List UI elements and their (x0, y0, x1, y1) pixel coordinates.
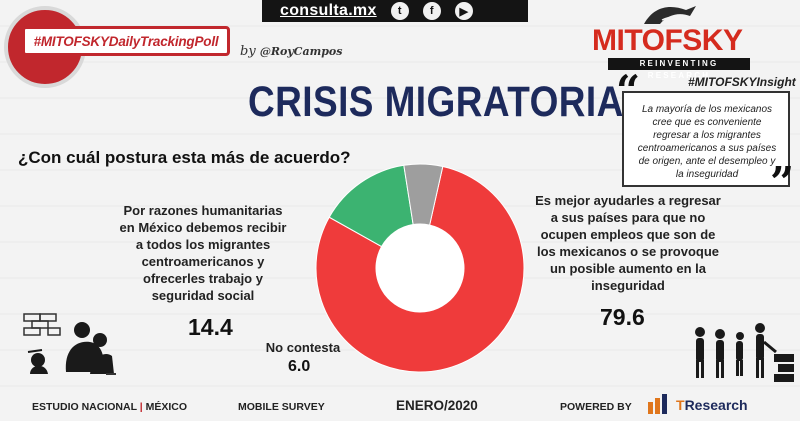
walking-figures-icon (695, 323, 794, 382)
footer-powered-by: POWERED BY (560, 401, 632, 413)
open-quote-icon: “ (616, 66, 641, 115)
value-humanitarian: 14.4 (188, 314, 233, 340)
footer-partner: TResearch (676, 397, 748, 413)
value-no-answer: 6.0 (288, 358, 311, 375)
page-title: CRISIS MIGRATORIA (248, 78, 624, 126)
footer-survey-type: MOBILE SURVEY (238, 401, 325, 413)
footer-study: ESTUDIO NACIONAL | MÉXICO (32, 401, 187, 413)
insight-quote-box: La mayoría de los mexicanos cree que es … (622, 91, 790, 187)
label-humanitarian: Por razones humanitarias en México debem… (119, 203, 287, 303)
hashtag-badge: #MITOFSKYDailyTrackingPoll (22, 26, 230, 56)
footer-country: MÉXICO (145, 401, 188, 413)
author-signature: @RoyCampos (259, 45, 343, 58)
migrants-illustration-icon (23, 313, 116, 375)
footer-partner-name: Research (684, 397, 748, 413)
top-banner: consulta.mx t f ▶ (262, 0, 528, 22)
survey-question: ¿Con cuál postura esta más de acuerdo? (18, 148, 351, 167)
label-help-return: Es mejor ayudarles a regresar a sus país… (535, 193, 721, 293)
twitter-icon[interactable]: t (390, 2, 409, 20)
insight-quote: La mayoría de los mexicanos cree que es … (637, 104, 777, 180)
brand-tagline: REINVENTING RESEARCH (608, 58, 750, 80)
value-help-return: 79.6 (600, 304, 645, 330)
tresearch-logo-icon (648, 394, 667, 414)
facebook-icon[interactable]: f (422, 2, 441, 20)
brand-name: MITOFSKY (592, 24, 743, 57)
donut-hole (376, 224, 464, 312)
byline-prefix: by (240, 44, 256, 59)
donut-chart (315, 163, 525, 373)
site-link[interactable]: consulta.mx (280, 2, 377, 19)
footer-separator: | (139, 401, 143, 413)
byline: by @RoyCampos (240, 44, 342, 59)
footer-partner-prefix: T (676, 397, 685, 413)
footer-study-label: ESTUDIO NACIONAL (32, 401, 137, 413)
footer-date: ENERO/2020 (396, 398, 478, 413)
close-quote-icon: ” (770, 158, 795, 207)
hashtag-text: #MITOFSKYDailyTrackingPoll (33, 33, 219, 49)
eagle-emblem-icon (644, 6, 696, 24)
youtube-icon[interactable]: ▶ (454, 2, 473, 20)
insight-hashtag: #MITOFSKYInsight (688, 75, 796, 89)
label-no-answer: No contesta (265, 340, 341, 355)
